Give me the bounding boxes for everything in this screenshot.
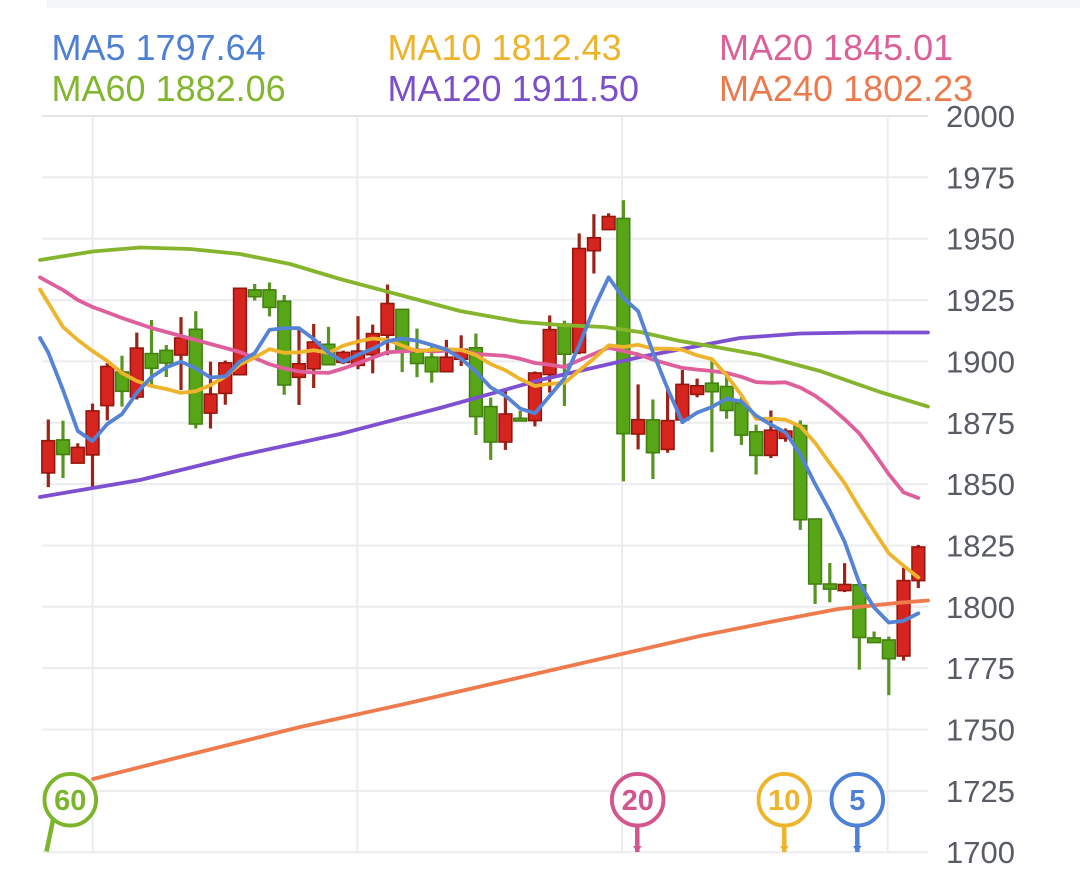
svg-text:60: 60 [54, 785, 86, 817]
svg-text:1750: 1750 [946, 713, 1015, 748]
svg-text:20: 20 [622, 785, 654, 817]
svg-text:MA120 1911.50: MA120 1911.50 [388, 68, 640, 109]
svg-text:5: 5 [849, 785, 865, 817]
svg-text:1800: 1800 [946, 590, 1015, 625]
svg-text:1875: 1875 [946, 406, 1015, 441]
svg-text:1900: 1900 [946, 344, 1015, 379]
svg-text:1975: 1975 [946, 160, 1015, 195]
svg-text:1825: 1825 [946, 529, 1015, 564]
svg-text:2000: 2000 [946, 99, 1015, 134]
svg-text:MA10 1812.43: MA10 1812.43 [388, 27, 622, 68]
svg-text:MA60 1882.06: MA60 1882.06 [52, 68, 286, 109]
svg-text:1700: 1700 [946, 835, 1015, 870]
svg-text:10: 10 [768, 785, 800, 817]
svg-text:MA20 1845.01: MA20 1845.01 [719, 27, 953, 68]
svg-text:1725: 1725 [946, 774, 1015, 809]
svg-text:MA240 1802.23: MA240 1802.23 [719, 68, 973, 109]
svg-text:1950: 1950 [946, 222, 1015, 257]
svg-text:1775: 1775 [946, 651, 1015, 686]
svg-text:1850: 1850 [946, 467, 1015, 502]
svg-text:1925: 1925 [946, 283, 1015, 318]
svg-text:MA5 1797.64: MA5 1797.64 [52, 27, 266, 68]
